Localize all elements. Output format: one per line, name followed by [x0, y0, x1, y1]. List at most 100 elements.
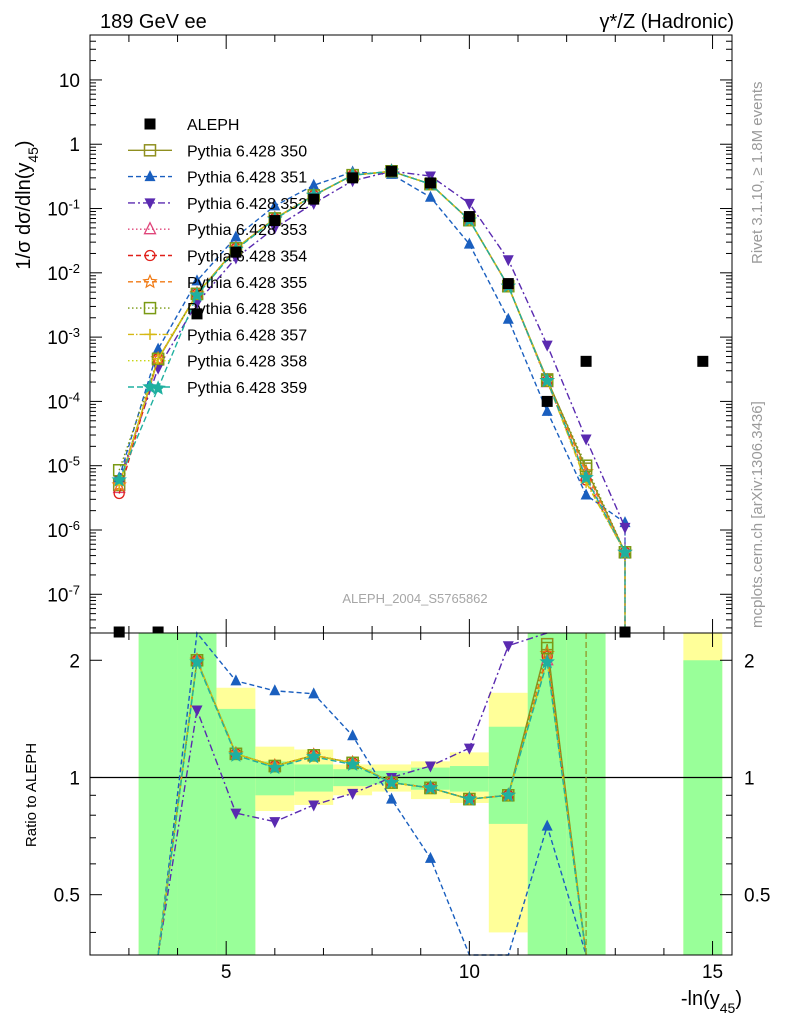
ratio-1-point-5-filled-triangle-up	[347, 729, 359, 741]
series-1-point-12-filled-triangle-up	[580, 488, 592, 500]
band-green-8	[449, 766, 489, 792]
data-point-11	[541, 395, 553, 407]
legend-marker-10-filled-star	[142, 378, 158, 394]
ratio-2-point-3-filled-triangle-down	[269, 817, 281, 829]
legend-label-1: Pythia 6.428 350	[187, 143, 307, 160]
ratio-2-point-7-filled-triangle-down	[424, 761, 436, 773]
ratio-2-point-4-filled-triangle-down	[308, 800, 320, 812]
series-1-point-10-filled-triangle-up	[502, 312, 514, 324]
series-9-point-13-filled-star	[617, 544, 633, 559]
series-1-point-9-filled-triangle-up	[463, 237, 475, 249]
legend: ALEPH Pythia 6.428 350 Pythia 6.428 351 Pyt…	[128, 117, 307, 397]
legend-marker-aleph	[144, 118, 156, 130]
ratio-9-point-1-filled-star	[189, 653, 205, 669]
ratio-plot-panel: 0.5 0.5 1 1 2 2 5 10 15 Ratio to ALEPH	[23, 631, 770, 983]
ratio-y-tick-label-right: 1	[744, 768, 755, 789]
series-9-point-12-filled-star	[578, 469, 594, 485]
legend-label-9: Pythia 6.428 358	[187, 354, 307, 371]
data-point-5	[308, 193, 320, 205]
data-point-3	[230, 246, 242, 258]
legend-label-0: ALEPH	[187, 117, 239, 134]
data-point-13	[619, 626, 631, 638]
data-point-6	[347, 172, 359, 184]
series-9-point-2-filled-star	[189, 287, 205, 302]
series-2-point-11-filled-triangle-down	[541, 340, 553, 352]
main-plot-marks	[111, 163, 709, 638]
series-1-point-4-filled-triangle-up	[269, 199, 281, 211]
data-point-12	[580, 355, 592, 367]
main-plot-panel: 10-7 10-6 10-5 10-4 10-3 10-2 10-1 1 10 ALEPH_20…	[13, 34, 733, 638]
band-green-12	[683, 660, 723, 955]
ratio-9-point-9-filled-star	[500, 787, 516, 802]
header-left: 189 GeV ee	[100, 11, 207, 33]
band-green-0	[138, 633, 178, 955]
ratio-1-point-3-filled-triangle-up	[269, 684, 281, 696]
ratio-y-tick-label-right: 2	[744, 651, 755, 672]
ratio-1-point-4-filled-triangle-up	[308, 687, 320, 699]
ratio-2-point-5-filled-triangle-down	[347, 788, 359, 800]
ratio-9-point-7-filled-star	[422, 779, 439, 795]
band-green-11	[566, 633, 606, 955]
y-tick-label: 10-7	[47, 582, 80, 607]
legend-label-7: Pythia 6.428 356	[187, 301, 307, 318]
mcplots-label: mcplots.cern.ch [arXiv:1306.3436]	[749, 401, 766, 628]
legend-label-6: Pythia 6.428 355	[187, 275, 307, 292]
series-2-point-12-filled-triangle-down	[580, 434, 592, 446]
y-tick-label: 10-2	[47, 260, 80, 285]
data-point-8	[424, 177, 436, 189]
legend-label-2: Pythia 6.428 351	[187, 170, 307, 187]
ratio-1-point-2-filled-triangle-up	[230, 674, 242, 686]
ratio-9-point-4-filled-star	[306, 748, 322, 764]
legend-marker-2-filled-triangle-up	[144, 170, 156, 182]
data-point-0	[113, 626, 125, 638]
legend-label-8: Pythia 6.428 357	[187, 327, 307, 344]
legend-marker-1-open-square	[143, 144, 157, 157]
y-tick-label: 10-5	[47, 453, 80, 478]
series-9-point-11-filled-star	[539, 372, 555, 388]
series-1-point-3-filled-triangle-up	[230, 230, 242, 242]
ratio-uncertainty-bands	[90, 633, 732, 955]
ratio-1-point-7-filled-triangle-up	[424, 851, 436, 863]
series-1-point-5-filled-triangle-up	[308, 178, 320, 190]
x-axis-label: -ln(y45)	[681, 988, 742, 1016]
ratio-1-point-10-filled-triangle-up	[541, 819, 553, 831]
ratio-y-tick-label: 1	[69, 768, 80, 789]
y-tick-label: 10	[59, 71, 80, 92]
series-2-point-4-filled-triangle-down	[269, 223, 281, 235]
series-2-point-10-filled-triangle-down	[502, 255, 514, 267]
ratio-y-tick-label-right: 0.5	[744, 886, 770, 907]
series-2-point-13-filled-triangle-down	[619, 522, 631, 534]
legend-marker-5-open-circle	[144, 249, 156, 262]
legend-label-5: Pythia 6.428 354	[187, 249, 307, 266]
ratio-plot-frame	[89, 632, 733, 956]
watermark-label: ALEPH_2004_S5765862	[342, 591, 487, 606]
ratio-9-point-8-filled-star	[461, 791, 477, 806]
main-plot-axes: 10-7 10-6 10-5 10-4 10-3 10-2 10-1 1 10	[47, 34, 732, 633]
legend-marker-7-open-square	[143, 301, 157, 315]
ratio-line-1	[157, 631, 587, 956]
main-ylabel: 1/σ dσ/dln(y45)	[13, 140, 41, 269]
ratio-y-tick-label: 0.5	[54, 886, 80, 907]
x-tick-label: 15	[702, 962, 723, 983]
legend-label-10: Pythia 6.428 359	[187, 380, 307, 397]
y-tick-label: 10-4	[47, 389, 80, 414]
ratio-plot-marks	[157, 631, 587, 956]
ratio-6-point-10-open-square	[540, 641, 554, 655]
x-tick-label: 5	[221, 962, 232, 983]
series-1-point-11-filled-triangle-up	[541, 404, 553, 416]
ratio-2-point-2-filled-triangle-down	[230, 808, 242, 820]
ratio-2-point-1-filled-triangle-down	[191, 705, 203, 717]
x-tick-label: 10	[459, 962, 480, 983]
data-point-14	[697, 355, 709, 367]
ratio-2-point-9-filled-triangle-down	[502, 641, 514, 653]
series-1-point-2-filled-triangle-up	[191, 274, 203, 286]
legend-marker-4-open-triangle-up	[143, 221, 157, 235]
ratio-line-9	[157, 659, 587, 956]
legend-marker-6-open-star	[142, 273, 158, 289]
data-point-2	[191, 308, 203, 320]
ratio-y-tick-label: 2	[69, 651, 80, 672]
series-9-point-0-filled-star	[111, 471, 127, 487]
series-1-point-1-filled-triangle-up	[152, 342, 164, 354]
data-point-9	[463, 211, 475, 223]
